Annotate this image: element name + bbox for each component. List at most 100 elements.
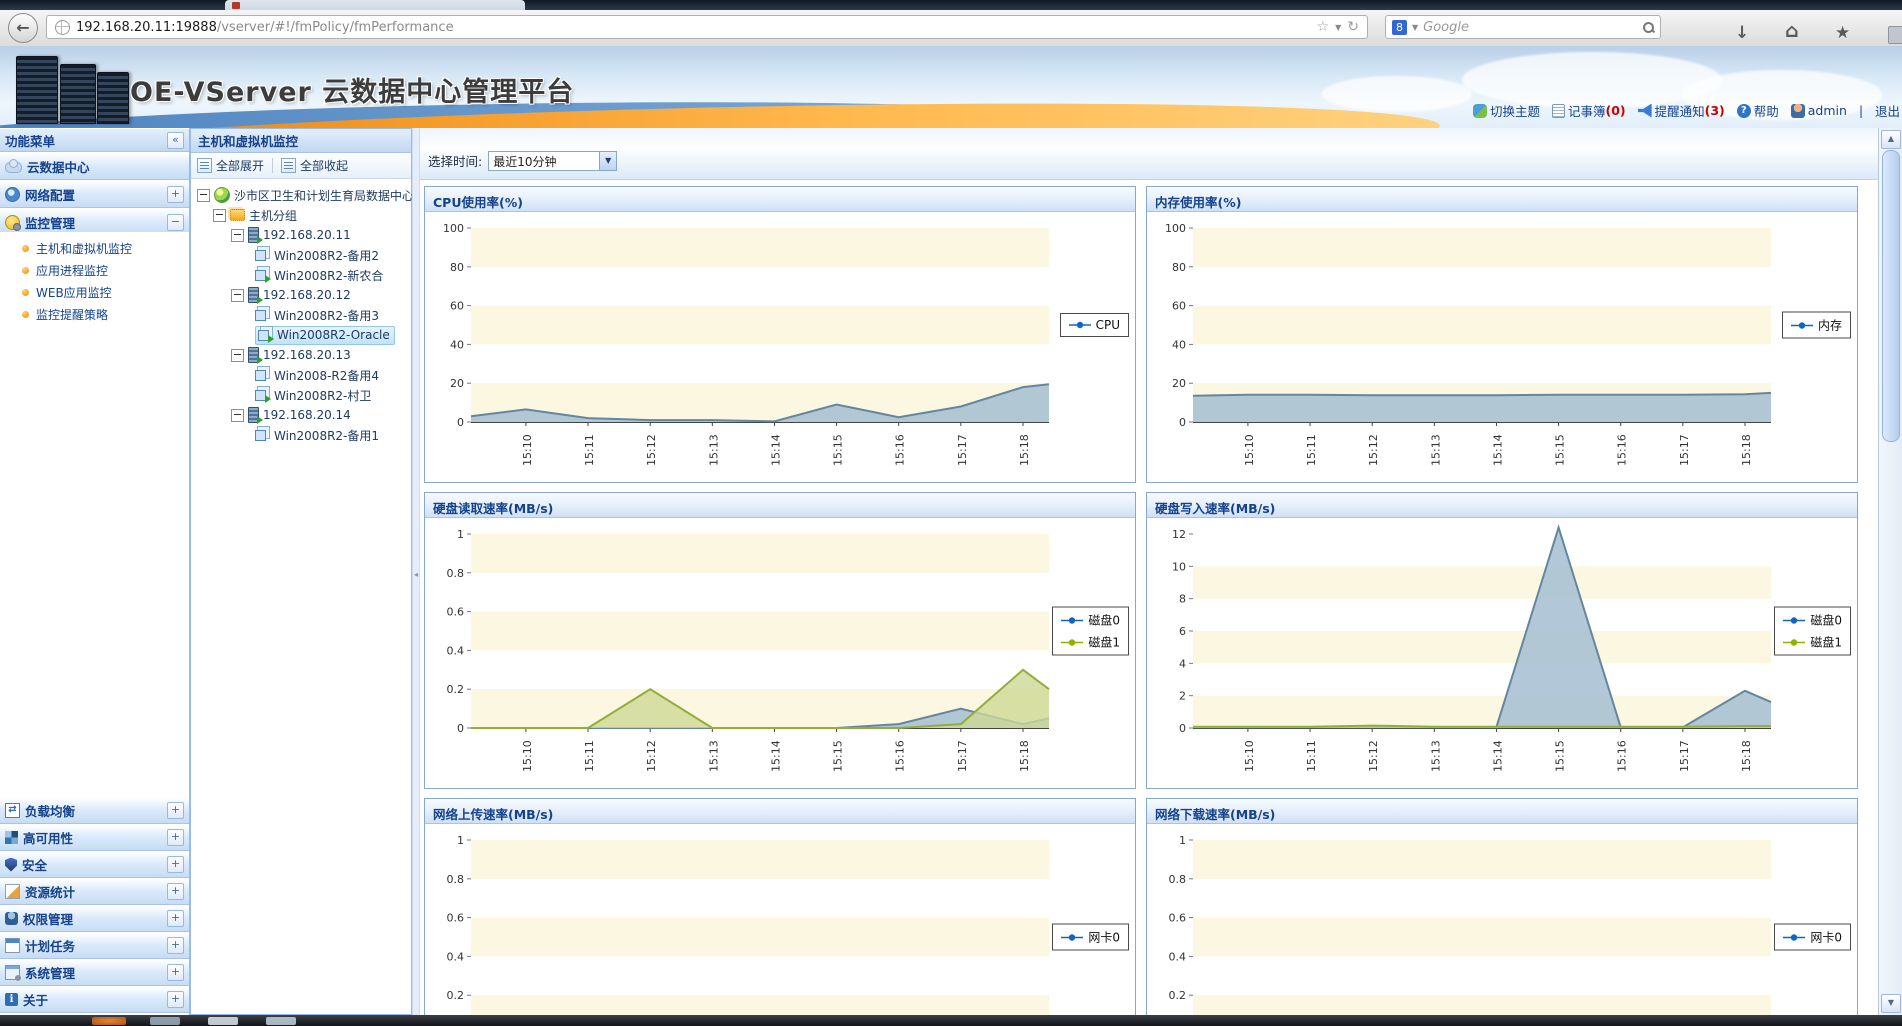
- tree-node-Win2008-R2备用4[interactable]: Win2008-R2备用4: [191, 365, 411, 385]
- taskbar-app-icon[interactable]: [150, 1017, 180, 1025]
- combo-dropdown-icon[interactable]: [600, 151, 617, 171]
- tree-expander-icon[interactable]: [213, 209, 226, 222]
- sidebar-expand-button[interactable]: +: [167, 802, 184, 819]
- tree-node-主机分组[interactable]: 主机分组: [191, 205, 411, 225]
- sidebar-expand-button[interactable]: +: [167, 964, 184, 981]
- svg-text:0: 0: [1179, 416, 1186, 429]
- host-vm-tree: 沙市区卫生和计划生育局数据中心主机分组192.168.20.11 Win2008R…: [191, 179, 411, 445]
- tree-node-沙市区卫生和计划生育局数据中心[interactable]: 沙市区卫生和计划生育局数据中心: [191, 185, 411, 205]
- downloads-icon[interactable]: ↓: [1735, 23, 1749, 43]
- sidebar-item-权限管理[interactable]: 权限管理+: [0, 905, 189, 932]
- taskbar-app-icon[interactable]: [266, 1017, 296, 1025]
- tree-node-192.168.20.13[interactable]: 192.168.20.13: [191, 345, 411, 365]
- svg-text:15:13: 15:13: [1429, 740, 1442, 772]
- tree-node-Win2008R2-Oracle[interactable]: Win2008R2-Oracle: [191, 325, 411, 345]
- sidebar-item-云数据中心[interactable]: 云数据中心: [0, 152, 189, 180]
- chart-title: CPU使用率(%): [425, 187, 1135, 212]
- header-link-帮助[interactable]: 帮助: [1737, 101, 1779, 120]
- search-engine-icon[interactable]: 8: [1392, 20, 1407, 35]
- panel-splitter[interactable]: [412, 128, 420, 1015]
- header-link-提醒通知[interactable]: 提醒通知(3): [1638, 101, 1725, 120]
- tree-node-Win2008R2-备用2[interactable]: Win2008R2-备用2: [191, 245, 411, 265]
- sidebar-collapse-button[interactable]: [167, 132, 184, 149]
- tree-expander-icon[interactable]: [231, 289, 244, 302]
- bookmarks-menu-icon[interactable]: ★: [1835, 23, 1850, 43]
- sidebar-item-安全[interactable]: 安全+: [0, 851, 189, 878]
- os-taskbar[interactable]: [0, 1015, 1902, 1026]
- tree-node-192.168.20.14[interactable]: 192.168.20.14: [191, 405, 411, 425]
- sidebar-item-高可用性[interactable]: 高可用性+: [0, 824, 189, 851]
- tree-expander-icon[interactable]: [231, 229, 244, 242]
- tree-node-Win2008R2-村卫[interactable]: Win2008R2-村卫: [191, 385, 411, 405]
- sidebar-subitem-label: 监控提醒策略: [36, 306, 108, 323]
- sidebar-expand-button[interactable]: +: [167, 991, 184, 1008]
- svg-text:0.6: 0.6: [447, 912, 465, 925]
- sidebar-expand-button[interactable]: +: [167, 829, 184, 846]
- chart-title: 网络上传速率(MB/s): [425, 799, 1135, 824]
- tree-node-Win2008R2-备用1[interactable]: Win2008R2-备用1: [191, 425, 411, 445]
- back-button[interactable]: ←: [8, 13, 38, 43]
- sidebar-subitem-主机和虚拟机监控[interactable]: 主机和虚拟机监控: [0, 237, 189, 259]
- svg-text:15:15: 15:15: [1554, 434, 1567, 466]
- bookmark-star-icon[interactable]: ☆: [1317, 19, 1330, 35]
- sidebar-item-label: 云数据中心: [27, 157, 90, 176]
- sidebar-expand-button[interactable]: +: [167, 856, 184, 873]
- sidebar-expand-button[interactable]: +: [167, 937, 184, 954]
- sidebar-item-计划任务[interactable]: 计划任务+: [0, 932, 189, 959]
- svg-text:0.8: 0.8: [1169, 873, 1187, 886]
- sidebar-expand-button[interactable]: +: [167, 186, 184, 203]
- collapse-all-button[interactable]: 全部收起: [281, 157, 348, 174]
- time-range-value[interactable]: 最近10分钟: [488, 151, 600, 171]
- scroll-down-icon[interactable]: [1881, 994, 1901, 1013]
- svg-text:15:13: 15:13: [707, 434, 720, 466]
- sidebar-item-资源统计[interactable]: 资源统计+: [0, 878, 189, 905]
- header-link-切换主题[interactable]: 切换主题: [1473, 101, 1540, 120]
- sidebar-item-负载均衡[interactable]: 负载均衡+: [0, 797, 189, 824]
- tree-expander-icon[interactable]: [231, 409, 244, 422]
- svg-text:15:10: 15:10: [521, 434, 534, 466]
- url-dropdown-icon[interactable]: ▼: [1335, 23, 1341, 32]
- search-icon[interactable]: [1643, 22, 1654, 33]
- time-toolbar: 选择时间: 最近10分钟: [420, 128, 1878, 180]
- server-rack-art: [16, 56, 58, 124]
- sidebar-item-系统管理[interactable]: 系统管理+: [0, 959, 189, 986]
- taskbar-app-icon[interactable]: [92, 1017, 126, 1025]
- scroll-up-icon[interactable]: [1881, 130, 1901, 149]
- toolbar-cut-icon[interactable]: [1888, 26, 1902, 44]
- url-bar[interactable]: 192.168.20.11:19888/vserver/#!/fmPolicy/…: [46, 15, 1368, 39]
- search-input[interactable]: 8 ▼ Google: [1385, 15, 1661, 39]
- home-icon[interactable]: ⌂: [1785, 20, 1799, 42]
- tree-node-Win2008R2-新农合[interactable]: Win2008R2-新农合: [191, 265, 411, 285]
- search-engine-dropdown-icon[interactable]: ▼: [1412, 23, 1418, 32]
- header-link-退出[interactable]: 退出: [1875, 101, 1900, 120]
- sidebar-expand-button[interactable]: −: [167, 214, 184, 231]
- header-link-admin[interactable]: admin: [1791, 103, 1847, 118]
- chart-plot: 02040608010015:1015:1115:1215:1315:1415:…: [425, 212, 1135, 482]
- sidebar-expand-button[interactable]: +: [167, 910, 184, 927]
- tree-node-192.168.20.12[interactable]: 192.168.20.12: [191, 285, 411, 305]
- sidebar-subitem-监控提醒策略[interactable]: 监控提醒策略: [0, 303, 189, 325]
- sidebar-expand-button[interactable]: +: [167, 883, 184, 900]
- sidebar-item-关于[interactable]: 关于+: [0, 986, 189, 1013]
- time-select-label: 选择时间:: [428, 151, 482, 170]
- scrollbar-thumb[interactable]: [1882, 150, 1900, 442]
- tree-node-192.168.20.11[interactable]: 192.168.20.11: [191, 225, 411, 245]
- sidebar-item-网络配置[interactable]: 网络配置+: [0, 180, 189, 208]
- splitter-collapse-icon[interactable]: [413, 560, 419, 590]
- tree-expander-icon[interactable]: [231, 349, 244, 362]
- browser-tab[interactable]: [225, 0, 525, 10]
- sidebar-subitem-应用进程监控[interactable]: 应用进程监控: [0, 259, 189, 281]
- expand-all-button[interactable]: 全部展开: [197, 157, 264, 174]
- time-range-combobox[interactable]: 最近10分钟: [488, 151, 617, 171]
- tasks-icon: [5, 938, 20, 953]
- tree-node-label: Win2008R2-备用2: [274, 247, 379, 264]
- svg-text:15:17: 15:17: [956, 434, 969, 466]
- header-link-记事簿[interactable]: 记事簿(0): [1552, 101, 1626, 120]
- page-scrollbar[interactable]: [1878, 128, 1902, 1015]
- reload-icon[interactable]: ↻: [1347, 19, 1359, 35]
- sidebar-subitem-WEB应用监控[interactable]: WEB应用监控: [0, 281, 189, 303]
- tree-node-Win2008R2-备用3[interactable]: Win2008R2-备用3: [191, 305, 411, 325]
- header-link-label: 记事簿: [1568, 101, 1606, 120]
- tree-expander-icon[interactable]: [197, 189, 210, 202]
- taskbar-app-icon[interactable]: [208, 1017, 238, 1025]
